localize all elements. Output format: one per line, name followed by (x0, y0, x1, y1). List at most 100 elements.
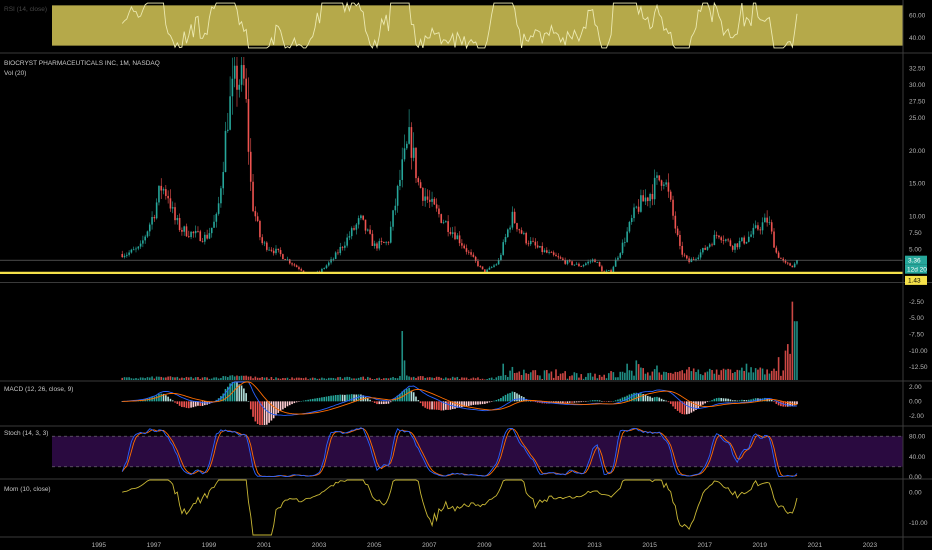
macd-histogram-bar (323, 396, 325, 402)
volume-bar (770, 370, 773, 380)
candle-body (743, 237, 745, 244)
x-tick-label: 1997 (147, 542, 162, 549)
candle-body (573, 264, 576, 266)
candle-body (270, 249, 273, 251)
candle-body (612, 266, 615, 273)
volume-bar (415, 378, 417, 380)
candle-body (770, 222, 773, 232)
volume-bar (325, 378, 328, 380)
volume-bar (548, 373, 550, 380)
candle-body (339, 246, 342, 254)
macd-histogram-bar (626, 395, 628, 402)
candle-body (325, 265, 328, 269)
candle-body (534, 241, 537, 246)
volume-bar (786, 344, 789, 380)
macd-histogram-bar (383, 401, 385, 405)
volume-bar (601, 376, 603, 380)
macd-histogram-bar (187, 401, 190, 409)
candle-body (334, 252, 337, 259)
macd-histogram-bar (162, 393, 165, 402)
volume-bar (614, 377, 617, 380)
volume-bar (773, 368, 775, 380)
macd-histogram-bar (793, 401, 796, 406)
macd-histogram-bar (500, 398, 502, 402)
volume-bar (536, 375, 539, 380)
volume-bar (699, 374, 702, 380)
candle-body (598, 262, 601, 267)
volume-bar (617, 377, 619, 380)
volume-bar (598, 374, 601, 380)
volume-bar (780, 375, 782, 380)
candle-body (467, 251, 470, 253)
candle-body (401, 159, 404, 180)
volume-bar (426, 377, 429, 380)
candle-body (766, 217, 768, 223)
volume-bar (433, 378, 436, 380)
mom-pane: Mom (10, close) (4, 479, 798, 536)
candle-body (158, 185, 160, 203)
macd-histogram-bar (559, 401, 562, 404)
candle-body (711, 244, 713, 246)
volume-bar (389, 377, 392, 380)
volume-bar (155, 376, 158, 380)
candle-body (291, 263, 293, 265)
macd-histogram-bar (679, 401, 681, 413)
volume-bar (169, 376, 172, 380)
candle-body (373, 243, 376, 246)
volume-bar (504, 375, 507, 380)
price-axis[interactable]: 40.00 60.00 32.50 30.00 27.50 25.00 20.00 15.00… (909, 13, 928, 527)
candle-body (417, 178, 420, 183)
macd-histogram-bar (711, 400, 713, 402)
macd-histogram-bar (688, 401, 690, 414)
volume-bar (490, 377, 493, 380)
volume-bar (224, 376, 227, 380)
candle-body (665, 182, 667, 185)
y-tick-label: 27.50 (909, 98, 926, 105)
volume-bar (318, 378, 321, 380)
candle-body (470, 252, 472, 255)
volume-bar (690, 371, 693, 380)
candle-body (286, 259, 289, 261)
volume-bar (337, 377, 339, 380)
macd-histogram-bar (229, 383, 231, 402)
y-tick-label: 40.00 (909, 35, 926, 42)
macd-histogram-bar (224, 388, 227, 402)
candle-body (380, 241, 383, 243)
countdown-tag-bg (905, 264, 927, 274)
candle-body (786, 262, 789, 264)
volume-bar (465, 377, 468, 380)
candle-body (447, 221, 449, 232)
time-axis[interactable]: 1995 1997 1999 2001 2003 2005 2007 2009 2011 2013… (92, 542, 878, 549)
macd-histogram-bar (284, 401, 286, 408)
volume-bar (268, 378, 270, 380)
volume-bar (330, 377, 332, 380)
volume-bar (128, 377, 130, 380)
candle-body (644, 197, 647, 202)
candle-body (768, 222, 771, 224)
macd-histogram-bar (566, 401, 569, 404)
volume-bar (126, 377, 128, 380)
macd-histogram-bar (325, 396, 328, 402)
y-tick-label: -2.00 (909, 413, 924, 420)
volume-bar (385, 378, 387, 380)
x-tick-label: 2005 (367, 542, 382, 549)
volume-bar (201, 377, 204, 380)
macd-histogram-bar (571, 401, 573, 403)
volume-bar (527, 373, 530, 380)
volume-bar (736, 369, 739, 380)
macd-histogram-bar (633, 392, 635, 402)
volume-bar (392, 376, 394, 380)
candle-body (557, 256, 560, 258)
volume-bar (376, 378, 378, 380)
candle-body (369, 229, 371, 234)
candle-body (704, 247, 706, 250)
candle-body (676, 228, 679, 235)
volume-bar (642, 368, 645, 380)
candle-body (236, 65, 238, 90)
volume-bar (754, 368, 757, 380)
y-tick-label: 7.50 (909, 230, 922, 237)
candle-body (667, 182, 670, 192)
volume-bar (153, 378, 156, 380)
macd-histogram-bar (442, 401, 445, 411)
candle-body (192, 231, 195, 234)
